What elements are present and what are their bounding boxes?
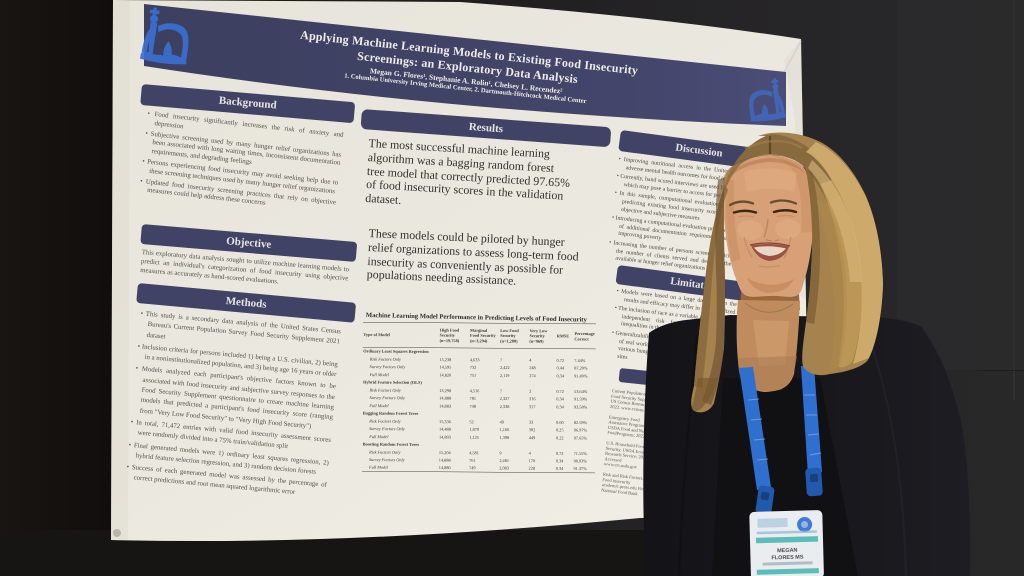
svg-text:MEGAN: MEGAN (777, 548, 798, 555)
svg-text:FLORES MS: FLORES MS (771, 555, 804, 562)
